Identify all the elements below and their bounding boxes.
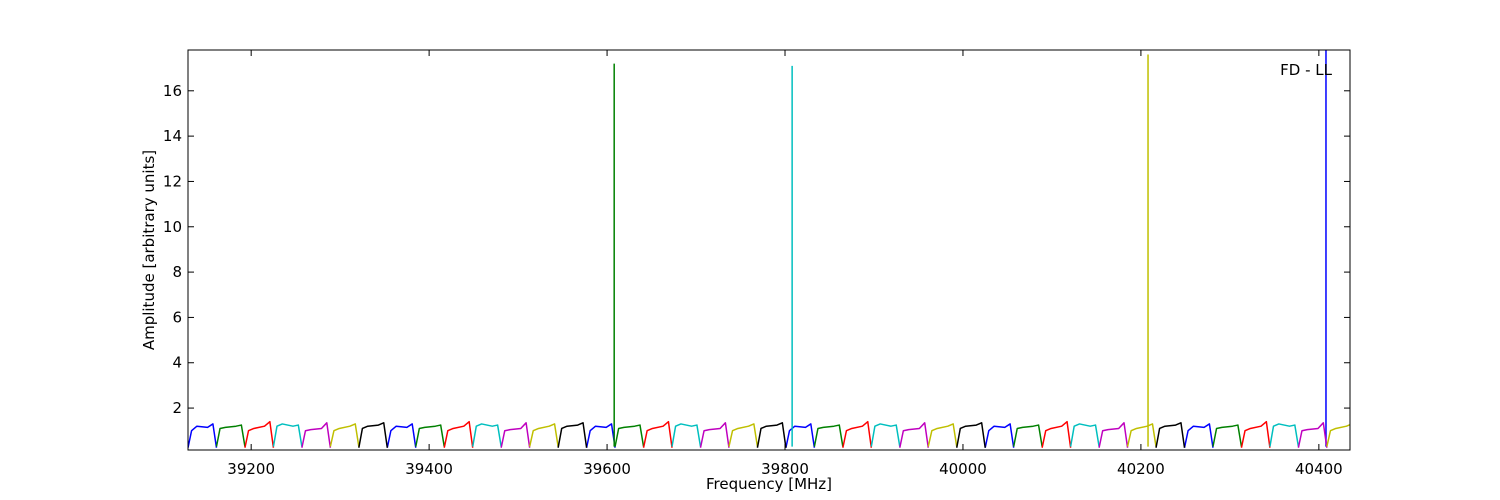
x-tick-label: 39400 [405,460,453,478]
series-line [671,423,702,447]
y-tick-label: 16 [163,82,182,100]
x-tick-label: 40200 [1117,460,1165,478]
y-tick-label: 8 [172,263,182,281]
series-line [358,422,389,448]
series-line [813,424,844,447]
series-line [272,423,303,447]
series-line [756,422,787,448]
series-line [244,420,275,448]
series-line [415,424,445,447]
series-line [956,422,986,448]
series-line [301,422,332,448]
series-line [585,423,616,448]
plot-area [188,50,1350,448]
series-line [699,422,730,448]
series-line [614,424,645,447]
series-line [1098,422,1129,448]
series-line [329,423,360,447]
series-line [1155,422,1186,448]
x-tick-label: 39600 [583,460,631,478]
series-line [528,423,559,447]
series-line [188,423,218,448]
series-line [557,422,588,448]
series-line [215,424,246,447]
series-line [1126,423,1157,447]
series-line [443,420,474,448]
x-tick-label: 40000 [939,460,987,478]
series-line [927,423,958,447]
x-axis-label: Frequency [MHz] [706,475,832,493]
series-line [1212,424,1243,447]
series-line [785,423,816,448]
y-tick-label: 12 [163,172,182,190]
series-line [1269,423,1300,447]
axes-frame [187,49,1351,451]
series-line [500,422,531,448]
series-line [899,422,930,448]
y-tick-label: 10 [163,218,182,236]
series-line [1240,420,1271,448]
y-axis-label: Amplitude [arbitrary units] [140,150,158,350]
x-tick-label: 39800 [761,460,809,478]
y-tick-label: 14 [163,127,182,145]
series-line [1326,423,1350,447]
series-line [642,420,673,448]
series-line [842,420,873,448]
series-line [984,423,1015,448]
series-line [1069,423,1100,447]
series-line [471,423,502,447]
series-line [1297,422,1328,448]
series-line [1183,423,1214,448]
series-line [870,423,901,447]
series-line [386,423,417,448]
y-tick-label: 4 [172,354,182,372]
annotation: FD - LL [1280,61,1332,79]
y-tick-label: 6 [172,308,182,326]
series-line [728,423,759,447]
series-line [1012,424,1043,447]
x-tick-label: 39200 [227,460,275,478]
x-tick-label: 40400 [1295,460,1343,478]
y-tick-label: 2 [172,399,182,417]
series-line [1041,420,1072,448]
